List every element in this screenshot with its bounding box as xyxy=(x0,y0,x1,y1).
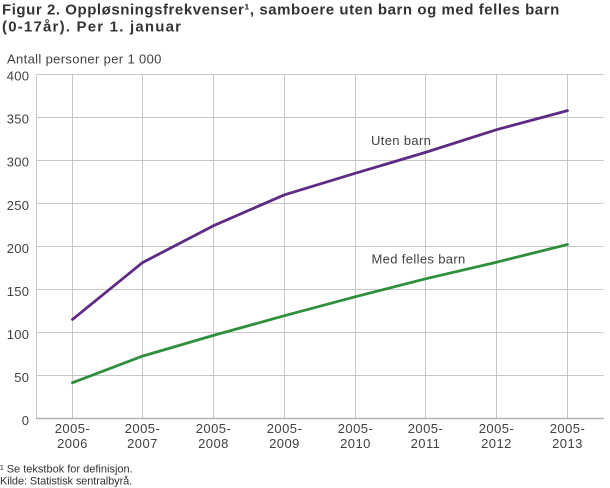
svg-text:350: 350 xyxy=(7,112,29,127)
svg-text:2008: 2008 xyxy=(198,436,229,451)
svg-text:2013: 2013 xyxy=(552,436,583,451)
svg-text:2007: 2007 xyxy=(127,436,158,451)
svg-text:2010: 2010 xyxy=(340,436,371,451)
svg-text:2012: 2012 xyxy=(481,436,512,451)
svg-text:Figur 2. Oppløsningsfrekvenser: Figur 2. Oppløsningsfrekvenser¹, samboer… xyxy=(2,2,560,19)
svg-text:300: 300 xyxy=(7,155,29,170)
svg-text:2006: 2006 xyxy=(57,436,88,451)
svg-text:Uten barn: Uten barn xyxy=(371,133,431,148)
svg-text:2005-: 2005- xyxy=(55,421,91,436)
svg-text:150: 150 xyxy=(7,284,29,299)
svg-text:Antall personer per 1 000: Antall personer per 1 000 xyxy=(7,52,162,67)
svg-text:2005-: 2005- xyxy=(125,421,161,436)
svg-text:2005-: 2005- xyxy=(408,421,444,436)
svg-text:2005-: 2005- xyxy=(267,421,303,436)
svg-text:2005-: 2005- xyxy=(479,421,515,436)
svg-text:2009: 2009 xyxy=(269,436,300,451)
svg-text:2005-: 2005- xyxy=(196,421,232,436)
svg-text:50: 50 xyxy=(14,370,29,385)
svg-text:2011: 2011 xyxy=(411,436,441,451)
svg-text:¹ Se tekstbok for definisjon.: ¹ Se tekstbok for definisjon. xyxy=(0,464,133,476)
svg-text:(0-17år). Per 1. januar: (0-17år). Per 1. januar xyxy=(2,19,182,36)
svg-text:2005-: 2005- xyxy=(338,421,374,436)
svg-text:Kilde: Statistisk sentralbyrå.: Kilde: Statistisk sentralbyrå. xyxy=(0,476,132,488)
svg-text:250: 250 xyxy=(7,198,29,213)
svg-text:100: 100 xyxy=(7,327,29,342)
svg-text:2005-: 2005- xyxy=(550,421,586,436)
svg-text:400: 400 xyxy=(7,69,29,84)
svg-text:200: 200 xyxy=(7,241,29,256)
svg-text:Med felles barn: Med felles barn xyxy=(372,251,466,266)
svg-text:0: 0 xyxy=(22,413,29,428)
